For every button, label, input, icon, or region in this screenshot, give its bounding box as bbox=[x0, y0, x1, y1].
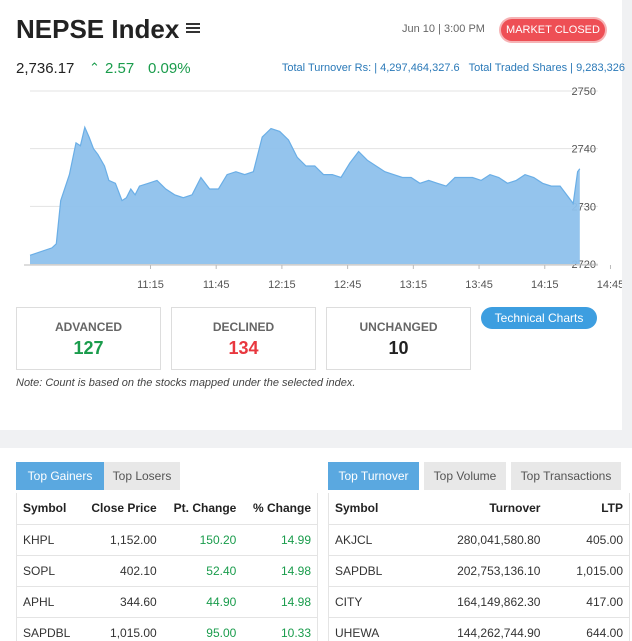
market-datetime: Jun 10 | 3:00 PM bbox=[402, 23, 485, 35]
x-tick-label: 12:15 bbox=[268, 279, 296, 291]
close-price-cell: 1,152.00 bbox=[80, 524, 163, 556]
advanced-box: ADVANCED 127 bbox=[16, 307, 161, 370]
technical-charts-button[interactable]: Technical Charts bbox=[481, 307, 597, 329]
tab-top-volume[interactable]: Top Volume bbox=[424, 462, 506, 490]
point-change-cell: 150.20 bbox=[162, 524, 243, 556]
symbol-cell[interactable]: APHL bbox=[17, 586, 81, 618]
ltp-cell: 1,015.00 bbox=[546, 555, 629, 587]
table-row[interactable]: KHPL 1,152.00 150.20 14.99 bbox=[17, 524, 317, 556]
unchanged-label: UNCHANGED bbox=[359, 320, 438, 334]
percent-change-cell: 14.98 bbox=[242, 586, 317, 618]
market-status-badge: MARKET CLOSED bbox=[501, 19, 605, 41]
menu-icon[interactable] bbox=[186, 23, 200, 35]
declined-box: DECLINED 134 bbox=[171, 307, 316, 370]
column-header[interactable]: % Change bbox=[242, 493, 317, 525]
ltp-cell: 405.00 bbox=[546, 524, 629, 556]
column-header[interactable]: Symbol bbox=[17, 493, 81, 525]
percent-change-cell: 10.33 bbox=[242, 617, 317, 641]
top-gainers-table: Symbol Close Price Pt. Change % Change K… bbox=[16, 493, 318, 641]
table-row[interactable]: APHL 344.60 44.90 14.98 bbox=[17, 586, 317, 618]
percent-change-cell: 14.98 bbox=[242, 555, 317, 587]
index-line bbox=[29, 125, 581, 256]
table-row[interactable]: SOPL 402.10 52.40 14.98 bbox=[17, 555, 317, 587]
symbol-cell[interactable]: SAPDBL bbox=[17, 617, 81, 641]
tab-top-gainers[interactable]: Top Gainers bbox=[16, 462, 104, 490]
column-header[interactable]: Symbol bbox=[329, 493, 413, 525]
table-row[interactable]: AKJCL 280,041,580.80 405.00 bbox=[329, 524, 629, 556]
symbol-cell[interactable]: KHPL bbox=[17, 524, 81, 556]
turnover-label: Total Turnover Rs: | bbox=[281, 62, 378, 74]
x-tick-label: 11:45 bbox=[203, 279, 230, 291]
y-tick-label: 2740 bbox=[572, 144, 596, 156]
symbol-cell[interactable]: CITY bbox=[329, 586, 413, 618]
x-tick-label: 13:15 bbox=[400, 279, 428, 291]
advanced-label: ADVANCED bbox=[54, 320, 123, 334]
y-tick-label: 2750 bbox=[572, 86, 596, 98]
close-price-cell: 1,015.00 bbox=[80, 617, 163, 641]
column-header[interactable]: Close Price bbox=[80, 493, 163, 525]
table-row[interactable]: CITY 164,149,862.30 417.00 bbox=[329, 586, 629, 618]
unchanged-count: 10 bbox=[388, 338, 409, 358]
symbol-cell[interactable]: UHEWA bbox=[329, 617, 413, 641]
percent-change-cell: 14.99 bbox=[242, 524, 317, 556]
table-header-row: Symbol Turnover LTP bbox=[329, 493, 629, 525]
percent-change: 0.09% bbox=[148, 60, 191, 77]
point-change: 2.57 bbox=[105, 60, 135, 77]
column-header[interactable]: Pt. Change bbox=[162, 493, 243, 525]
market-summary: Total Turnover Rs: | 4,297,464,327.6 Tot… bbox=[282, 62, 625, 74]
tab-top-losers[interactable]: Top Losers bbox=[104, 462, 180, 490]
point-change-cell: 95.00 bbox=[162, 617, 243, 641]
turnover-cell: 164,149,862.30 bbox=[412, 586, 547, 618]
close-price-cell: 402.10 bbox=[80, 555, 163, 587]
x-tick-label: 12:45 bbox=[334, 279, 362, 291]
ltp-cell: 417.00 bbox=[546, 586, 629, 618]
unchanged-box: UNCHANGED 10 bbox=[326, 307, 471, 370]
table-header-row: Symbol Close Price Pt. Change % Change bbox=[17, 493, 317, 525]
table-row[interactable]: UHEWA 144,262,744.90 644.00 bbox=[329, 617, 629, 641]
traded-shares-label: Total Traded Shares | bbox=[468, 62, 573, 74]
tab-top-transactions[interactable]: Top Transactions bbox=[511, 462, 621, 490]
column-header[interactable]: Turnover bbox=[412, 493, 547, 525]
x-tick-label: 11:15 bbox=[137, 279, 164, 291]
point-change-cell: 44.90 bbox=[162, 586, 243, 618]
symbol-cell[interactable]: AKJCL bbox=[329, 524, 413, 556]
page-title: NEPSE Index bbox=[16, 14, 180, 44]
tab-top-turnover[interactable]: Top Turnover bbox=[328, 462, 419, 490]
table-row[interactable]: SAPDBL 1,015.00 95.00 10.33 bbox=[17, 617, 317, 641]
turnover-value: 4,297,464,327.6 bbox=[380, 62, 460, 74]
up-arrow-icon: ⌃ bbox=[89, 60, 100, 75]
close-price-cell: 344.60 bbox=[80, 586, 163, 618]
declined-count: 134 bbox=[228, 338, 259, 358]
ltp-cell: 644.00 bbox=[546, 617, 629, 641]
column-header[interactable]: LTP bbox=[546, 493, 629, 525]
declined-label: DECLINED bbox=[212, 320, 275, 334]
top-turnover-table: Symbol Turnover LTP AKJCL 280,041,580.80… bbox=[328, 493, 630, 641]
turnover-cell: 280,041,580.80 bbox=[412, 524, 547, 556]
x-tick-label: 14:15 bbox=[531, 279, 559, 291]
turnover-cell: 202,753,136.10 bbox=[412, 555, 547, 587]
symbol-cell[interactable]: SOPL bbox=[17, 555, 81, 587]
point-change-cell: 52.40 bbox=[162, 555, 243, 587]
index-area bbox=[30, 127, 580, 264]
advanced-count: 127 bbox=[73, 338, 104, 358]
index-value: 2,736.17 bbox=[16, 60, 75, 77]
symbol-cell[interactable]: SAPDBL bbox=[329, 555, 413, 587]
turnover-cell: 144,262,744.90 bbox=[412, 617, 547, 641]
count-note: Note: Count is based on the stocks mappe… bbox=[16, 377, 356, 389]
x-tick-label: 13:45 bbox=[465, 279, 493, 291]
x-tick-label: 14:45 bbox=[597, 279, 622, 291]
traded-shares-value: 9,283,326 bbox=[576, 62, 625, 74]
table-row[interactable]: SAPDBL 202,753,136.10 1,015.00 bbox=[329, 555, 629, 587]
